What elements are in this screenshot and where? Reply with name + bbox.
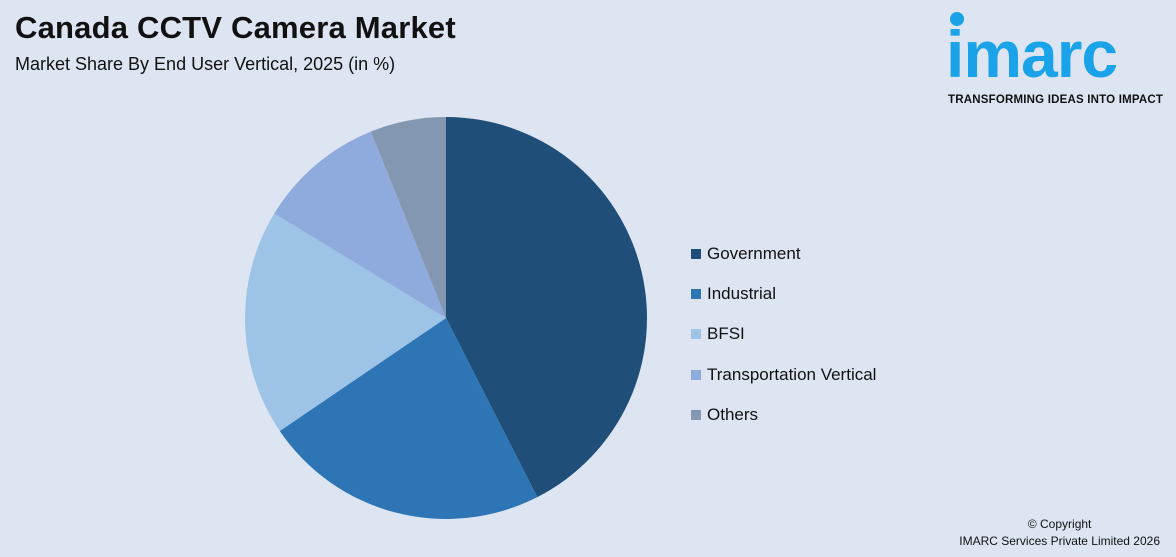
logo-wordmark: imarc [946, 17, 1118, 91]
legend-label: Transportation Vertical [707, 364, 877, 384]
copyright-line-1: © Copyright [1027, 517, 1092, 531]
copyright-notice: © Copyright IMARC Services Private Limit… [959, 516, 1160, 550]
legend-label: BFSI [707, 324, 745, 344]
pie-slice-others [370, 117, 446, 318]
pie-slice-transportation-vertical [274, 131, 446, 318]
legend-swatch [691, 249, 701, 260]
legend-swatch [691, 369, 701, 380]
pie-slice-government [446, 117, 648, 498]
pie-slice-bfsi [244, 213, 446, 431]
legend-item-industrial: Industrial [691, 274, 876, 314]
legend-label: Others [707, 404, 759, 424]
legend-item-others: Others [691, 395, 876, 435]
legend-swatch [691, 409, 701, 420]
legend-swatch [691, 329, 701, 340]
pie-slice-industrial [279, 318, 538, 519]
legend-swatch [691, 289, 701, 300]
logo-tagline: TRANSFORMING IDEAS INTO IMPACT [948, 94, 1164, 106]
imarc-logo: imarc TRANSFORMING IDEAS INTO IMPACT [946, 12, 1171, 108]
chart-subtitle: Market Share By End User Vertical, 2025 … [15, 54, 396, 74]
copyright-line-2: IMARC Services Private Limited 2026 [959, 534, 1160, 548]
legend-item-bfsi: BFSI [691, 314, 876, 354]
legend-label: Government [707, 244, 801, 264]
logo-dot-icon [950, 12, 964, 26]
legend-item-government: Government [691, 234, 876, 274]
legend-item-transportation-vertical: Transportation Vertical [691, 355, 876, 395]
chart-legend: Government Industrial BFSI Transportation V… [691, 234, 876, 435]
legend-label: Industrial [707, 284, 776, 304]
chart-title: Canada CCTV Camera Market [15, 10, 456, 45]
